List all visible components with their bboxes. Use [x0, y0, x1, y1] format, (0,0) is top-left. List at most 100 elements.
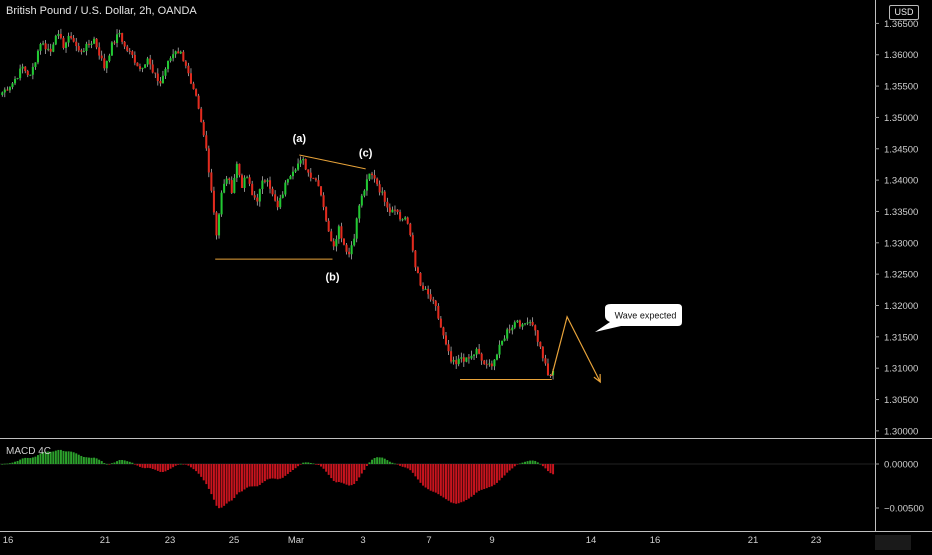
candle-body — [365, 179, 368, 191]
candle-body — [409, 223, 412, 236]
macd-bar — [394, 463, 396, 465]
macd-bar — [131, 462, 134, 464]
candle-body — [240, 175, 243, 188]
candle-body — [184, 61, 187, 66]
candle-body — [284, 182, 287, 195]
candle-body — [72, 38, 75, 42]
price-tick-label: 1.36000 — [884, 50, 918, 61]
candle-body — [437, 305, 440, 319]
candle-body — [251, 183, 254, 196]
macd-bar — [284, 464, 287, 476]
candle-body — [337, 226, 340, 240]
macd-bar — [215, 464, 218, 506]
candle-body — [386, 201, 389, 208]
candle-body — [85, 43, 88, 51]
currency-badge[interactable]: USD — [889, 5, 919, 20]
candle-body — [416, 267, 419, 273]
price-tick-label: 1.36500 — [884, 19, 918, 30]
candle-body — [480, 353, 483, 361]
candle-body — [322, 195, 325, 208]
macd-bar — [93, 457, 96, 464]
macd-bar — [470, 464, 473, 497]
macd-bar — [312, 463, 315, 465]
macd-bar — [447, 464, 450, 501]
candle-body — [243, 177, 246, 188]
macd-bar — [350, 464, 353, 486]
macd-bar — [108, 464, 111, 465]
macd-bar — [439, 464, 442, 496]
candle-body — [526, 322, 529, 324]
macd-bar — [501, 464, 504, 478]
macd-bar — [513, 464, 516, 467]
candle-body — [248, 177, 251, 184]
macd-bar — [156, 464, 159, 471]
macd-bar — [406, 464, 409, 469]
macd-bar — [100, 461, 103, 464]
macd-bar — [88, 457, 90, 464]
candle-body — [314, 178, 317, 181]
candle-body — [128, 50, 131, 52]
candle-body — [16, 78, 19, 80]
time-tick-label: Mar — [288, 535, 304, 546]
time-tick-label: 16 — [650, 535, 661, 546]
candle-body — [419, 272, 422, 286]
candle-body — [1, 92, 4, 95]
macd-bar — [70, 451, 73, 464]
candle-body — [470, 355, 473, 359]
macd-bar — [174, 464, 177, 466]
candle-body — [304, 158, 307, 170]
macd-bar — [19, 459, 22, 464]
macd-bar — [419, 464, 422, 483]
macd-bar — [442, 464, 445, 498]
macd-bar — [197, 464, 200, 474]
macd-bar — [348, 464, 351, 486]
candle-body — [154, 72, 157, 74]
macd-bar — [258, 464, 261, 485]
candle-body — [414, 250, 417, 268]
candle-body — [207, 148, 210, 173]
candle-body — [391, 209, 394, 213]
candle-body — [340, 226, 343, 239]
candle-body — [179, 51, 182, 54]
candle-body — [100, 55, 103, 59]
candle-body — [348, 251, 351, 255]
candle-body — [546, 363, 549, 376]
candle-body — [332, 241, 335, 247]
macd-bar — [516, 464, 519, 465]
candle-body — [200, 108, 203, 122]
macd-bar — [488, 464, 491, 488]
candle-body — [355, 218, 358, 239]
candle-body — [167, 60, 170, 69]
candle-body — [388, 207, 391, 213]
macd-bar — [490, 464, 493, 487]
candle-body — [406, 217, 409, 224]
candle-body — [358, 205, 361, 219]
macd-bar — [427, 464, 430, 490]
candle-body — [47, 48, 50, 50]
macd-bar — [450, 464, 453, 503]
candle-body — [34, 62, 37, 67]
macd-bar — [376, 457, 379, 464]
macd-bar — [276, 464, 279, 480]
macd-bar — [225, 464, 228, 504]
candle-body — [281, 194, 284, 198]
candle-body — [233, 177, 236, 193]
time-tick-label: 16 — [3, 535, 14, 546]
macd-bar — [496, 464, 498, 483]
callout-text: Wave expected — [615, 311, 677, 321]
macd-bar — [409, 464, 412, 471]
candle-body — [24, 66, 27, 72]
macd-bar — [304, 462, 307, 464]
macd-bar — [230, 464, 233, 501]
macd-bar — [399, 464, 402, 466]
candle-body — [136, 62, 139, 67]
macd-bar — [228, 464, 231, 502]
macd-bar — [172, 464, 175, 468]
candle-body — [317, 180, 320, 187]
candle-body — [149, 58, 152, 65]
macd-indicator-label[interactable]: MACD 4C — [6, 446, 52, 457]
macd-bar — [72, 452, 75, 464]
candle-body — [371, 173, 374, 176]
candle-body — [309, 172, 312, 178]
